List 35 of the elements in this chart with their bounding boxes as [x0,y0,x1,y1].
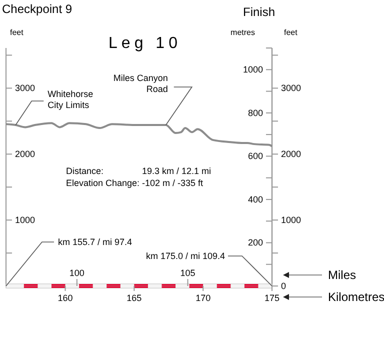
annotation: km 155.7 / mi 97.4 [58,237,132,247]
annotation: Elevation Change: [66,178,140,188]
chart-subtitle: Checkpoint 9 [2,2,72,16]
x-tick-label: 165 [126,293,142,303]
y-tick-label: 600 [248,151,263,162]
y-tick-label: 200 [248,238,263,248]
y-tick-label: 800 [248,108,263,118]
y2-tick-label: 3000 [281,83,302,94]
x2-tick-label: 100 [69,268,84,278]
chart-title: Leg 10 [108,35,182,52]
y2-tick-label: 1000 [281,215,302,226]
annotation: Whitehorse City Limits [48,89,94,110]
y2-axis-title: feet [284,28,298,37]
x-tick-label: 170 [196,293,211,303]
x-tick-label: 175 [264,293,280,303]
annotation: km 175.0 / mi 109.4 [146,251,225,261]
annotation: Distance: [66,166,104,176]
annotation: 19.3 km / 12.1 mi [142,166,212,176]
x-tick-label: 160 [58,293,73,303]
y-tick-label: 400 [248,194,263,204]
line-series [5,122,273,148]
annotation: Miles Canyon Road [113,73,168,94]
annotation: -102 m / -335 ft [142,178,204,188]
y-axis-title: metres [230,28,255,37]
x2-axis-title: Miles [328,268,356,282]
y2-tick-label: 2000 [281,149,302,160]
y3-axis-title: feet [10,28,24,37]
y3-tick-label: 1000 [15,215,36,226]
x2-tick-label: 105 [180,268,196,278]
y3-tick-label: 2000 [15,149,36,160]
text: Finish [242,5,276,19]
x-axis-title: Kilometres [328,290,384,304]
y3-tick-label: 3000 [15,83,36,94]
y2-tick-label: 0 [281,281,286,291]
y-tick-label: 1000 [242,64,263,75]
